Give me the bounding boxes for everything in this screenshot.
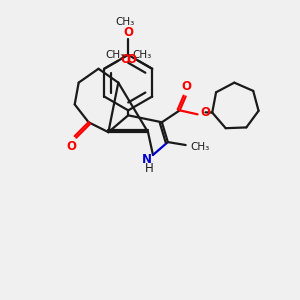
Text: O: O: [67, 140, 77, 153]
Text: N: N: [142, 153, 152, 167]
Text: O: O: [182, 80, 192, 92]
Text: O: O: [123, 26, 133, 39]
Text: CH₃: CH₃: [105, 50, 124, 60]
Text: CH₃: CH₃: [132, 50, 151, 60]
Text: O: O: [120, 53, 130, 66]
Text: O: O: [126, 53, 136, 66]
Text: H: H: [145, 162, 153, 175]
Text: CH₃: CH₃: [116, 17, 135, 27]
Text: CH₃: CH₃: [190, 142, 210, 152]
Text: O: O: [200, 106, 211, 119]
